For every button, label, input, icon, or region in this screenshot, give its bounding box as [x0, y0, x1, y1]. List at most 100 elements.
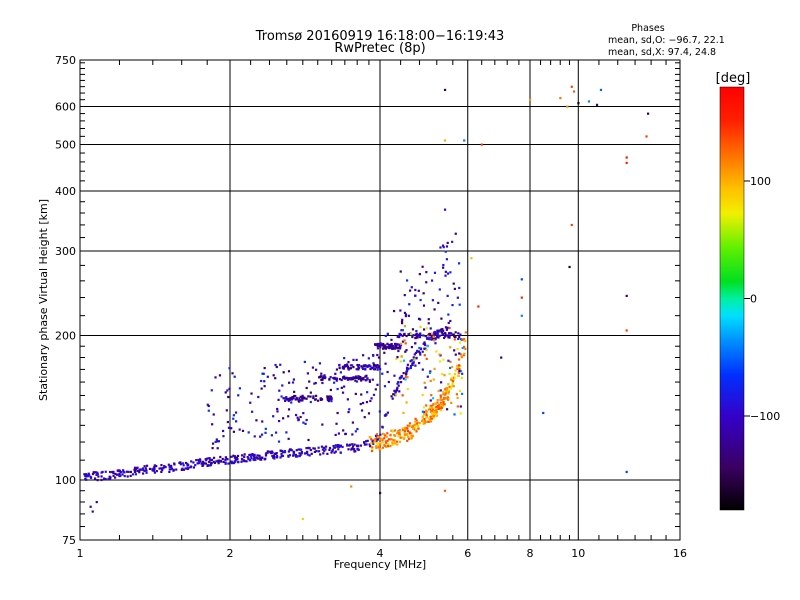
band-point — [338, 378, 342, 381]
o-mode-scatter-point — [313, 382, 316, 385]
o-mode-point — [419, 353, 422, 356]
o-mode-scatter-point — [235, 420, 238, 423]
band-point — [328, 397, 331, 400]
x-mode-point — [431, 414, 435, 417]
mixed-point — [456, 396, 459, 399]
o-mode-point — [254, 456, 257, 459]
x-mode-point — [383, 437, 386, 440]
band-point — [384, 347, 388, 350]
o-mode-scatter-point — [280, 395, 283, 398]
o-mode-point — [164, 465, 167, 469]
band-point — [328, 395, 331, 398]
o-mode-point — [126, 470, 129, 473]
o-mode-point — [333, 446, 337, 449]
o-mode-point — [271, 454, 274, 457]
o-mode-point — [251, 453, 254, 456]
o-mode-point — [224, 462, 227, 465]
o-mode-scatter-point — [232, 417, 235, 420]
o-mode-point — [300, 448, 303, 451]
o-mode-scatter-point — [287, 415, 290, 418]
band-point — [378, 344, 381, 347]
o-mode-point — [245, 460, 248, 463]
o-mode-point — [122, 469, 125, 472]
x-mode-point — [464, 339, 467, 343]
x-mode-point — [409, 425, 412, 428]
o-mode-scatter-point — [336, 387, 339, 391]
mixed-point — [396, 356, 399, 359]
o-mode-point — [243, 460, 246, 463]
x-mode-point — [428, 418, 431, 421]
o-mode-scatter-point — [457, 262, 461, 265]
x-mode-point — [370, 449, 374, 453]
mixed-point — [452, 376, 455, 379]
o-mode-scatter-point — [308, 380, 311, 383]
mixed-point — [403, 339, 406, 342]
band-point — [396, 347, 399, 350]
o-mode-scatter-point — [359, 402, 362, 406]
o-mode-point — [261, 456, 264, 459]
o-mode-scatter-point — [275, 365, 278, 369]
o-mode-scatter-point — [384, 334, 387, 338]
x-mode-point — [445, 389, 449, 392]
x-mode-point — [449, 387, 452, 390]
x-mode-point — [450, 385, 453, 388]
x-mode-point — [430, 406, 433, 409]
o-mode-scatter-point — [255, 419, 258, 422]
x-mode-point — [401, 428, 404, 432]
o-mode-point — [210, 458, 214, 461]
o-mode-scatter-point — [444, 274, 447, 277]
mixed-point — [447, 389, 450, 392]
o-mode-point — [219, 455, 222, 459]
o-mode-scatter-point — [367, 412, 371, 415]
o-mode-point — [123, 474, 126, 478]
x-mode-point — [405, 432, 408, 436]
o-mode-point — [409, 360, 412, 363]
x-mode-point — [410, 432, 413, 435]
o-mode-point — [197, 462, 200, 465]
o-mode-point — [153, 471, 157, 474]
o-mode-point — [96, 472, 99, 475]
band-point — [373, 364, 377, 367]
band-point — [319, 375, 323, 378]
band-point — [342, 376, 345, 379]
o-mode-point — [93, 477, 97, 480]
band-point — [438, 334, 441, 337]
mixed-point — [418, 346, 421, 350]
band-point — [298, 397, 301, 400]
o-mode-scatter-point — [329, 388, 332, 392]
o-mode-scatter-point — [274, 363, 277, 367]
mixed-point — [398, 377, 402, 380]
band-point — [407, 333, 410, 336]
mixed-point — [419, 325, 422, 328]
mixed-point — [459, 338, 463, 341]
o-mode-point — [392, 393, 395, 396]
band-point — [356, 376, 359, 380]
o-mode-point — [376, 438, 380, 441]
o-mode-scatter-point — [451, 240, 454, 243]
o-mode-point — [431, 334, 434, 337]
o-mode-scatter-point — [281, 384, 284, 387]
o-mode-point — [274, 452, 277, 455]
x-mode-point — [429, 406, 432, 409]
x-mode-point — [422, 420, 425, 423]
o-mode-scatter-point — [427, 322, 430, 325]
o-mode-point — [294, 453, 297, 457]
band-point — [292, 396, 295, 399]
band-point — [316, 399, 320, 402]
o-mode-scatter-point — [421, 265, 424, 268]
o-mode-point — [84, 474, 87, 477]
o-mode-point — [336, 445, 339, 448]
o-mode-point — [315, 449, 318, 453]
o-mode-point — [134, 468, 137, 472]
o-mode-point — [236, 454, 240, 458]
stray-point — [566, 105, 569, 108]
band-point — [431, 336, 434, 340]
o-mode-scatter-point — [408, 303, 411, 306]
legend-o-stats: mean, sd,O: −96.7, 22.1 — [608, 35, 725, 46]
band-point — [359, 375, 362, 379]
o-mode-point — [341, 445, 344, 449]
o-mode-scatter-point — [414, 294, 417, 297]
o-mode-scatter-point — [264, 431, 267, 434]
mixed-point — [404, 375, 408, 378]
x-mode-point — [427, 420, 430, 423]
